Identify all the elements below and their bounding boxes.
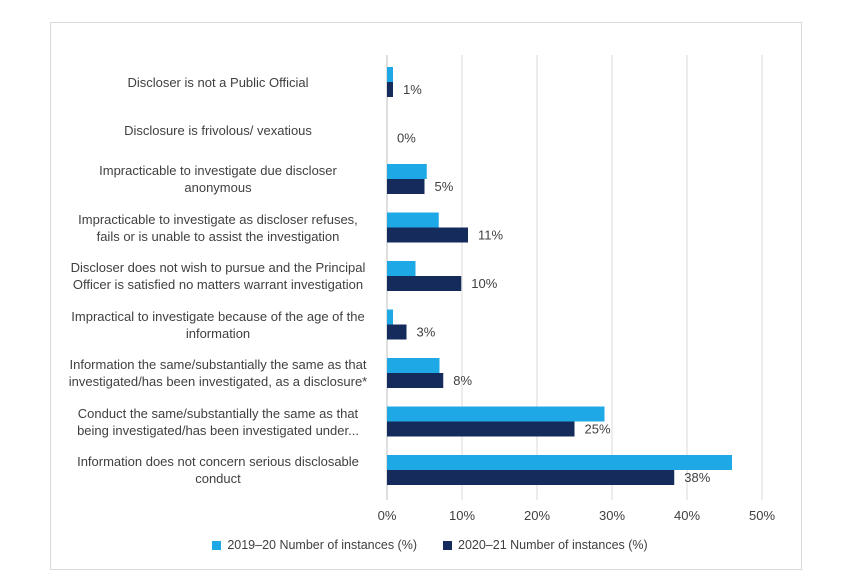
- category-label-line: investigated/has been investigated, as a…: [68, 374, 368, 389]
- category-label: Discloser does not wish to pursue and th…: [58, 259, 378, 293]
- bar-series-0: [387, 261, 416, 276]
- legend-swatch-2019-20: [212, 540, 222, 550]
- legend-item-2020-21: 2020–21 Number of instances (%): [443, 538, 648, 552]
- category-label: Impracticable to investigate as disclose…: [58, 211, 378, 245]
- category-label: Impracticable to investigate due disclos…: [58, 162, 378, 196]
- x-tick-label: 30%: [599, 508, 625, 523]
- bar-series-1: [387, 373, 444, 388]
- category-label-line: Disclosure is frivolous/ vexatious: [124, 123, 312, 138]
- bar-series-1: [387, 470, 675, 485]
- category-label: Information the same/substantially the s…: [58, 356, 378, 390]
- category-label-line: information: [185, 325, 251, 341]
- bar-series-0: [387, 67, 393, 82]
- data-label: 1%: [403, 82, 422, 97]
- legend-item-2019-20: 2019–20 Number of instances (%): [212, 538, 417, 552]
- category-label-line: fails or is unable to assist the investi…: [96, 228, 340, 244]
- bar-series-0: [387, 164, 427, 179]
- x-tick-label: 0%: [378, 508, 397, 523]
- data-label: 38%: [684, 470, 710, 485]
- bar-series-0: [387, 455, 732, 470]
- legend-label-2020-21: 2020–21 Number of instances (%): [458, 538, 648, 552]
- bar-series-1: [387, 227, 468, 243]
- category-label-line: Information the same/substantially the s…: [69, 357, 367, 372]
- category-label-line: Officer is satisfied no matters warrant …: [72, 277, 364, 292]
- data-label: 0%: [397, 131, 416, 146]
- bar-series-0: [387, 212, 439, 228]
- bar-series-1: [387, 421, 575, 437]
- category-label: Impractical to investigate because of th…: [58, 308, 378, 342]
- category-label: Conduct the same/substantially the same …: [58, 405, 378, 439]
- legend-label-2019-20: 2019–20 Number of instances (%): [227, 538, 417, 552]
- category-label-line: Impracticable to investigate as disclose…: [78, 211, 358, 227]
- data-label: 11%: [478, 228, 503, 243]
- data-label: 10%: [471, 276, 497, 291]
- bar-series-1: [387, 82, 393, 97]
- bar-series-1: [387, 324, 407, 340]
- category-label-line: conduct: [195, 471, 241, 486]
- data-label: 8%: [453, 373, 472, 388]
- category-label-line: anonymous: [184, 180, 252, 195]
- category-label: Discloser is not a Public Official: [58, 74, 378, 91]
- bar-series-0: [387, 406, 605, 422]
- category-label-line: Conduct the same/substantially the same …: [77, 405, 359, 421]
- category-label-line: Discloser is not a Public Official: [127, 74, 309, 90]
- bar-series-1: [387, 179, 425, 194]
- data-label: 5%: [435, 179, 454, 194]
- x-tick-label: 40%: [674, 508, 700, 523]
- bar-series-0: [387, 358, 440, 373]
- x-tick-label: 50%: [749, 508, 775, 523]
- data-label: 25%: [585, 422, 611, 437]
- category-label-line: Discloser does not wish to pursue and th…: [70, 260, 366, 275]
- category-label-line: Impracticable to investigate due disclos…: [99, 163, 337, 178]
- legend-swatch-2020-21: [443, 540, 452, 550]
- legend: 2019–20 Number of instances (%) 2020–21 …: [0, 538, 860, 552]
- bar-series-0: [387, 309, 393, 325]
- category-label-line: Impractical to investigate because of th…: [71, 308, 365, 324]
- x-tick-label: 10%: [449, 508, 475, 523]
- bar-series-1: [387, 276, 462, 291]
- category-label: Disclosure is frivolous/ vexatious: [58, 122, 378, 139]
- category-label-line: being investigated/has been investigated…: [77, 422, 359, 438]
- data-label: 3%: [417, 325, 436, 340]
- category-label-line: Information does not concern serious dis…: [77, 454, 359, 469]
- category-label: Information does not concern serious dis…: [58, 453, 378, 487]
- x-tick-label: 20%: [524, 508, 550, 523]
